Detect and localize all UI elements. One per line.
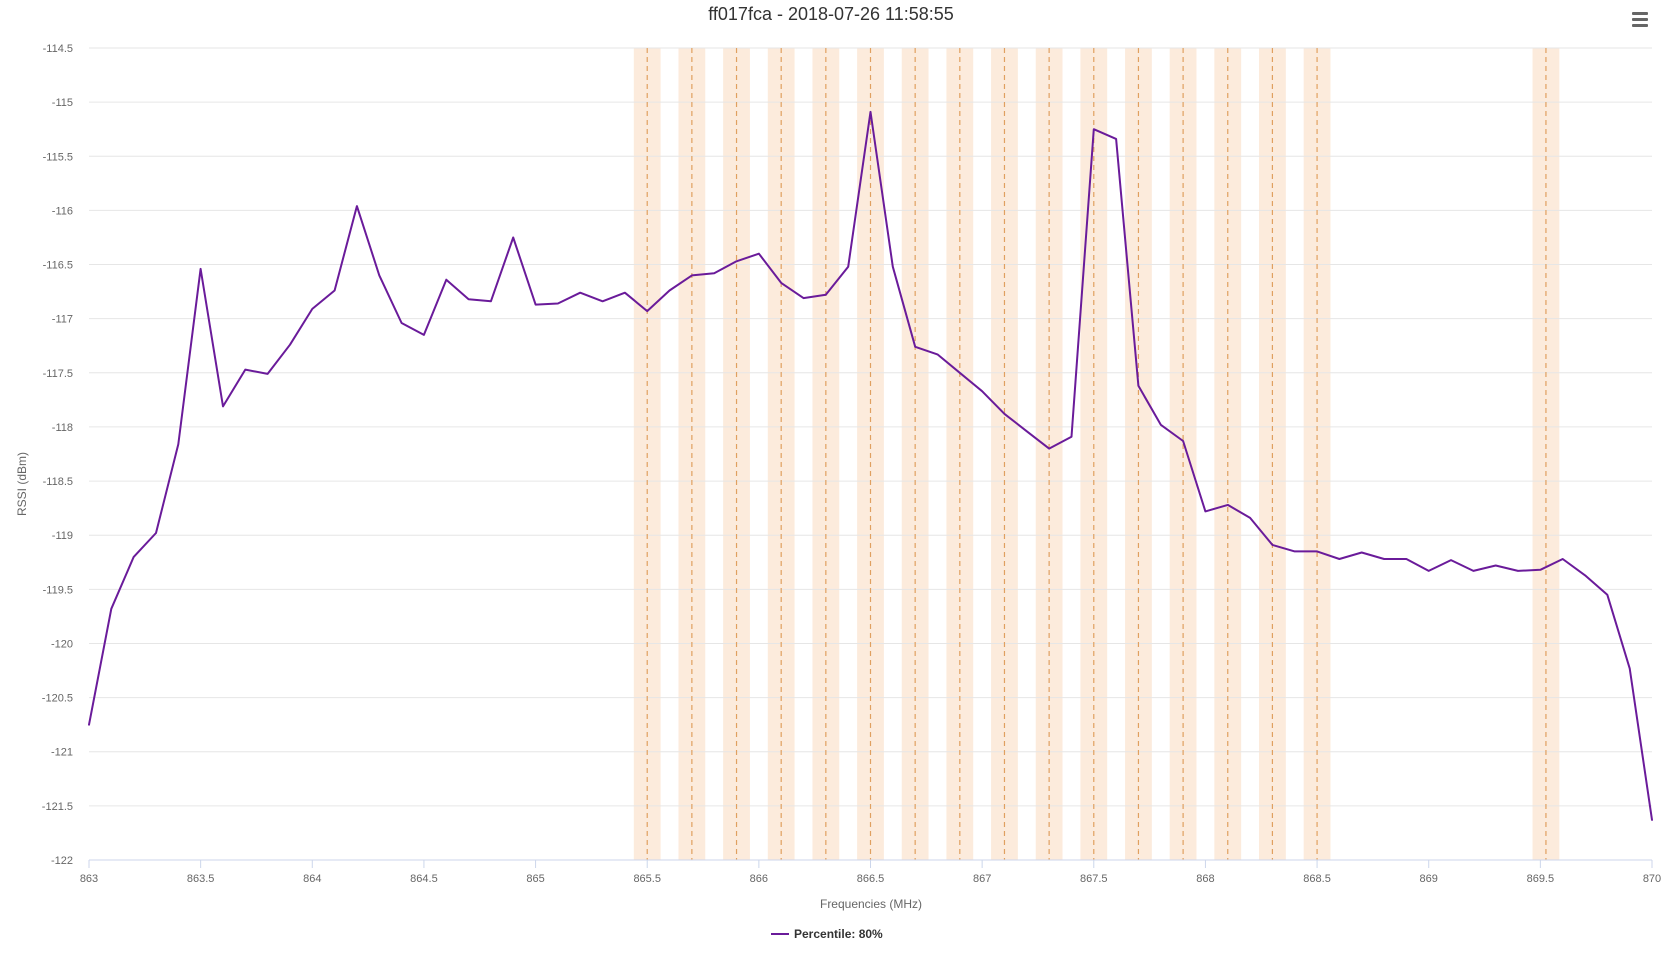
y-tick-label: -115 (52, 97, 73, 109)
y-tick-label: -116.5 (43, 260, 73, 272)
legend[interactable]: Percentile: 80% (771, 927, 883, 941)
x-tick-label: 869 (1420, 873, 1438, 885)
menu-icon-bar-middle (1632, 18, 1648, 21)
x-tick-label: 866 (750, 873, 768, 885)
y-axis-labels: -114.5 -115 -115.5 -116 -116.5 -117 -117.5 -118… (42, 43, 73, 867)
x-axis (88, 859, 1653, 868)
chart-title: ff017fca - 2018-07-26 11:58:55 (708, 4, 954, 24)
menu-icon-bar-top (1632, 12, 1648, 15)
y-tick-label: -119.5 (43, 584, 73, 596)
x-tick-label: 870 (1643, 873, 1661, 885)
legend-series-label[interactable]: Percentile: 80% (794, 927, 883, 941)
y-tick-label: -114.5 (43, 43, 73, 55)
y-tick-label: -120.5 (42, 693, 73, 705)
y-tick-label: -117 (52, 314, 73, 326)
x-tick-label: 865 (526, 873, 544, 885)
y-tick-label: -121 (51, 747, 73, 759)
x-tick-label: 863 (80, 873, 98, 885)
y-tick-label: -121.5 (42, 801, 73, 813)
x-tick-label: 867.5 (1080, 873, 1108, 885)
y-tick-label: -116 (52, 205, 73, 217)
series-line[interactable] (88, 110, 1653, 821)
x-tick-label: 866.5 (857, 873, 885, 885)
x-axis-title: Frequencies (MHz) (820, 897, 922, 911)
y-tick-label: -119 (52, 530, 73, 542)
y-tick-label: -118.5 (43, 476, 73, 488)
menu-icon-bar-bottom (1632, 24, 1648, 27)
x-tick-label: 868.5 (1303, 873, 1331, 885)
x-tick-label: 864 (303, 873, 321, 885)
x-tick-label: 865.5 (633, 873, 661, 885)
x-tick-label: 863.5 (187, 873, 215, 885)
y-tick-label: -120 (51, 638, 73, 650)
y-tick-label: -118 (52, 422, 73, 434)
y-tick-label: -122 (51, 855, 73, 867)
x-tick-label: 868 (1196, 873, 1214, 885)
x-tick-label: 867 (973, 873, 991, 885)
x-axis-labels: 863 863.5 864 864.5 865 865.5 866 866.5 867 867.5… (80, 873, 1661, 885)
hamburger-menu-icon[interactable] (1625, 6, 1655, 32)
y-tick-label: -117.5 (43, 368, 73, 380)
plot-band-center-lines (646, 48, 1547, 860)
y-tick-label: -115.5 (43, 151, 73, 163)
y-axis-title: RSSI (dBm) (15, 452, 29, 516)
x-tick-label: 869.5 (1527, 873, 1555, 885)
x-tick-label: 864.5 (410, 873, 438, 885)
series-layer (88, 110, 1653, 821)
